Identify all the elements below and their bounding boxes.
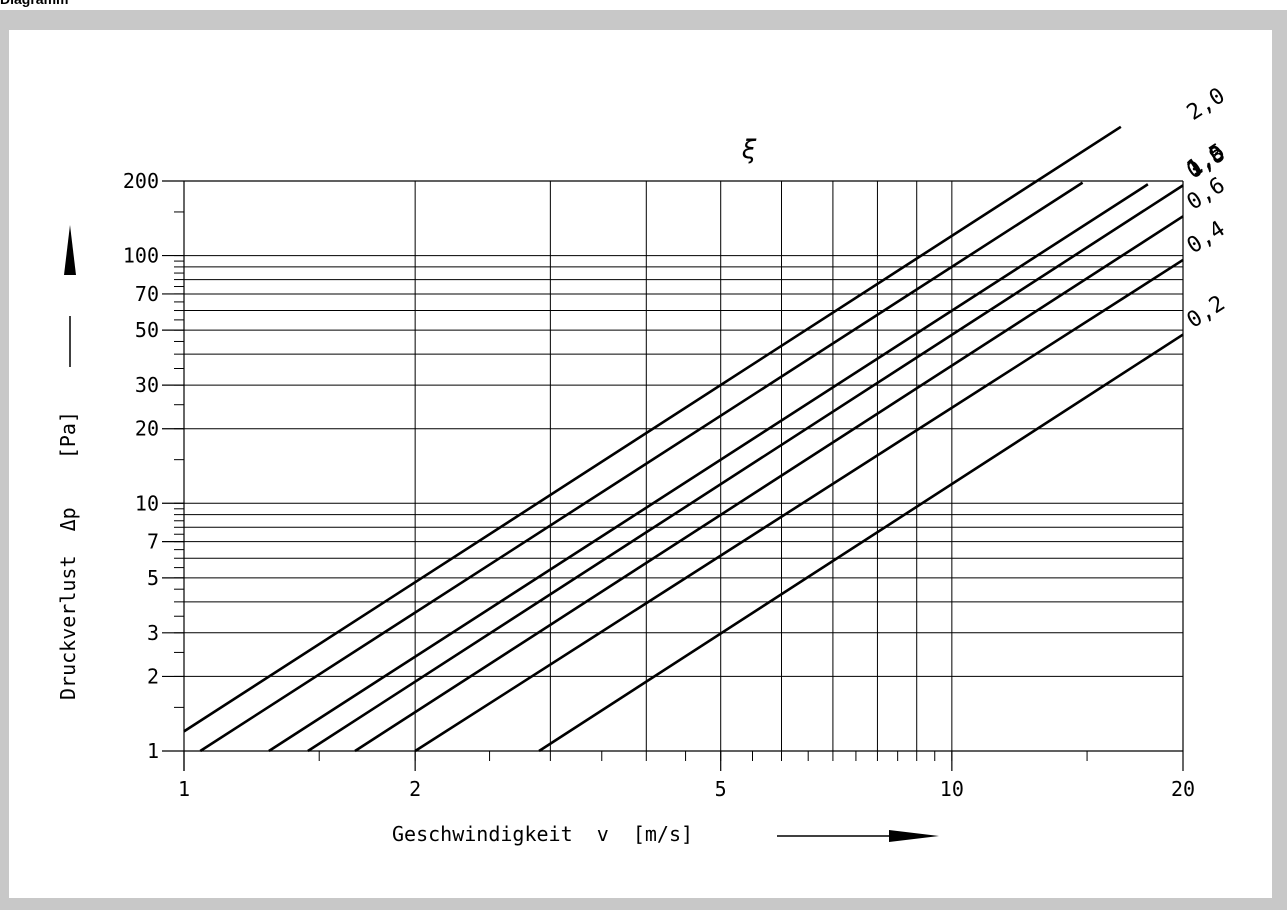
y-tick-label: 7 [147,530,159,554]
series-line-0-6 [354,215,1184,753]
x-tick-label: 2 [409,777,421,801]
x-tick-label: 5 [715,777,727,801]
y-tick-label: 200 [123,169,159,193]
chart-panel: 1 2 3 5 7 10 20 30 50 70 100 200 1 2 5 10 20 2,0 1,5 1,0 0,… [9,30,1272,898]
series-line-2-0 [183,125,1122,733]
y-tick-label: 30 [135,373,159,397]
curve-labels: 2,01,51,00,80,60,40,2 [1183,83,1230,333]
family-symbol: ξ [741,135,757,165]
y-axis-arrow [64,225,76,367]
y-tick-label: 20 [135,417,159,441]
minor-ticks [174,180,1184,761]
axes [183,180,1184,771]
curve-label: 0,6 [1183,173,1230,216]
curve-label: 2,0 [1183,83,1230,126]
y-tick-label: 2 [147,664,159,688]
x-axis-title: Geschwindigkeit v [m/s] [392,822,693,846]
tick-labels: 1 2 3 5 7 10 20 30 50 70 100 200 1 2 5 10 20 [123,169,1195,801]
series-lines [183,125,1184,753]
y-tick-label: 3 [147,621,159,645]
y-axis-title: Druckverlust Δp [Pa] [56,411,80,700]
series-line-1-0 [268,183,1149,753]
x-tick-label: 20 [1171,777,1195,801]
y-tick-label: 100 [123,244,159,268]
y-tick-label: 50 [135,318,159,342]
x-axis-arrow [777,830,939,842]
x-tick-label: 10 [940,777,964,801]
series-line-1-5 [199,181,1084,753]
y-tick-label: 10 [135,491,159,515]
curve-label: 0,4 [1183,217,1230,259]
series-line-0-8 [307,184,1184,753]
x-tick-label: 1 [178,777,190,801]
figure-frame: 1 2 3 5 7 10 20 30 50 70 100 200 1 2 5 10 20 2,0 1,5 1,0 0,… [0,10,1287,910]
figure-caption: Diagramm [0,0,68,9]
series-line-0-4 [414,258,1184,753]
series-line-0-2 [538,333,1184,753]
curve-label: 0,2 [1183,291,1230,334]
y-tick-label: 70 [135,282,159,306]
y-tick-label: 5 [147,566,159,590]
y-tick-label: 1 [147,739,159,763]
